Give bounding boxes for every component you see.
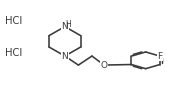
Text: F: F — [158, 52, 163, 61]
Text: N: N — [61, 52, 68, 61]
Text: O: O — [101, 61, 108, 70]
Text: H: H — [65, 20, 71, 29]
Text: HCl: HCl — [5, 48, 23, 58]
Text: HCl: HCl — [5, 16, 23, 26]
Text: N: N — [61, 22, 68, 31]
